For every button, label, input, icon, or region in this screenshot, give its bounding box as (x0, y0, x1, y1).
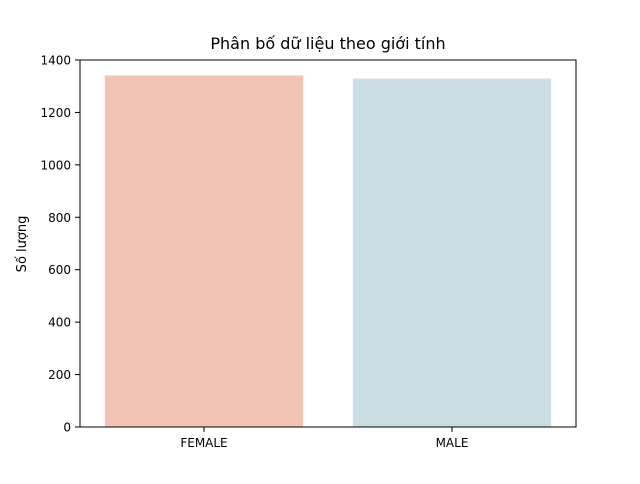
chart-title: Phân bố dữ liệu theo giới tính (210, 34, 445, 53)
bar-female (104, 75, 304, 427)
y-tick-label: 600 (48, 263, 71, 277)
y-tick-label: 0 (63, 421, 71, 435)
x-tick-label: FEMALE (180, 436, 227, 450)
y-tick-label: 800 (48, 211, 71, 225)
y-axis-label: Số lượng (15, 216, 30, 273)
plot-frame (79, 59, 577, 428)
bars-layer (104, 75, 552, 427)
y-tick-label: 1000 (40, 158, 71, 172)
bar-male (352, 78, 552, 427)
y-tick-label: 1200 (40, 106, 71, 120)
x-axis: FEMALE MALE (180, 427, 468, 450)
y-tick-label: 200 (48, 368, 71, 382)
y-tick-label: 1400 (40, 54, 71, 68)
x-tick-label: MALE (436, 436, 469, 450)
y-tick-label: 400 (48, 316, 71, 330)
y-axis: 0 200 400 600 800 1000 1200 1400 (40, 54, 80, 435)
